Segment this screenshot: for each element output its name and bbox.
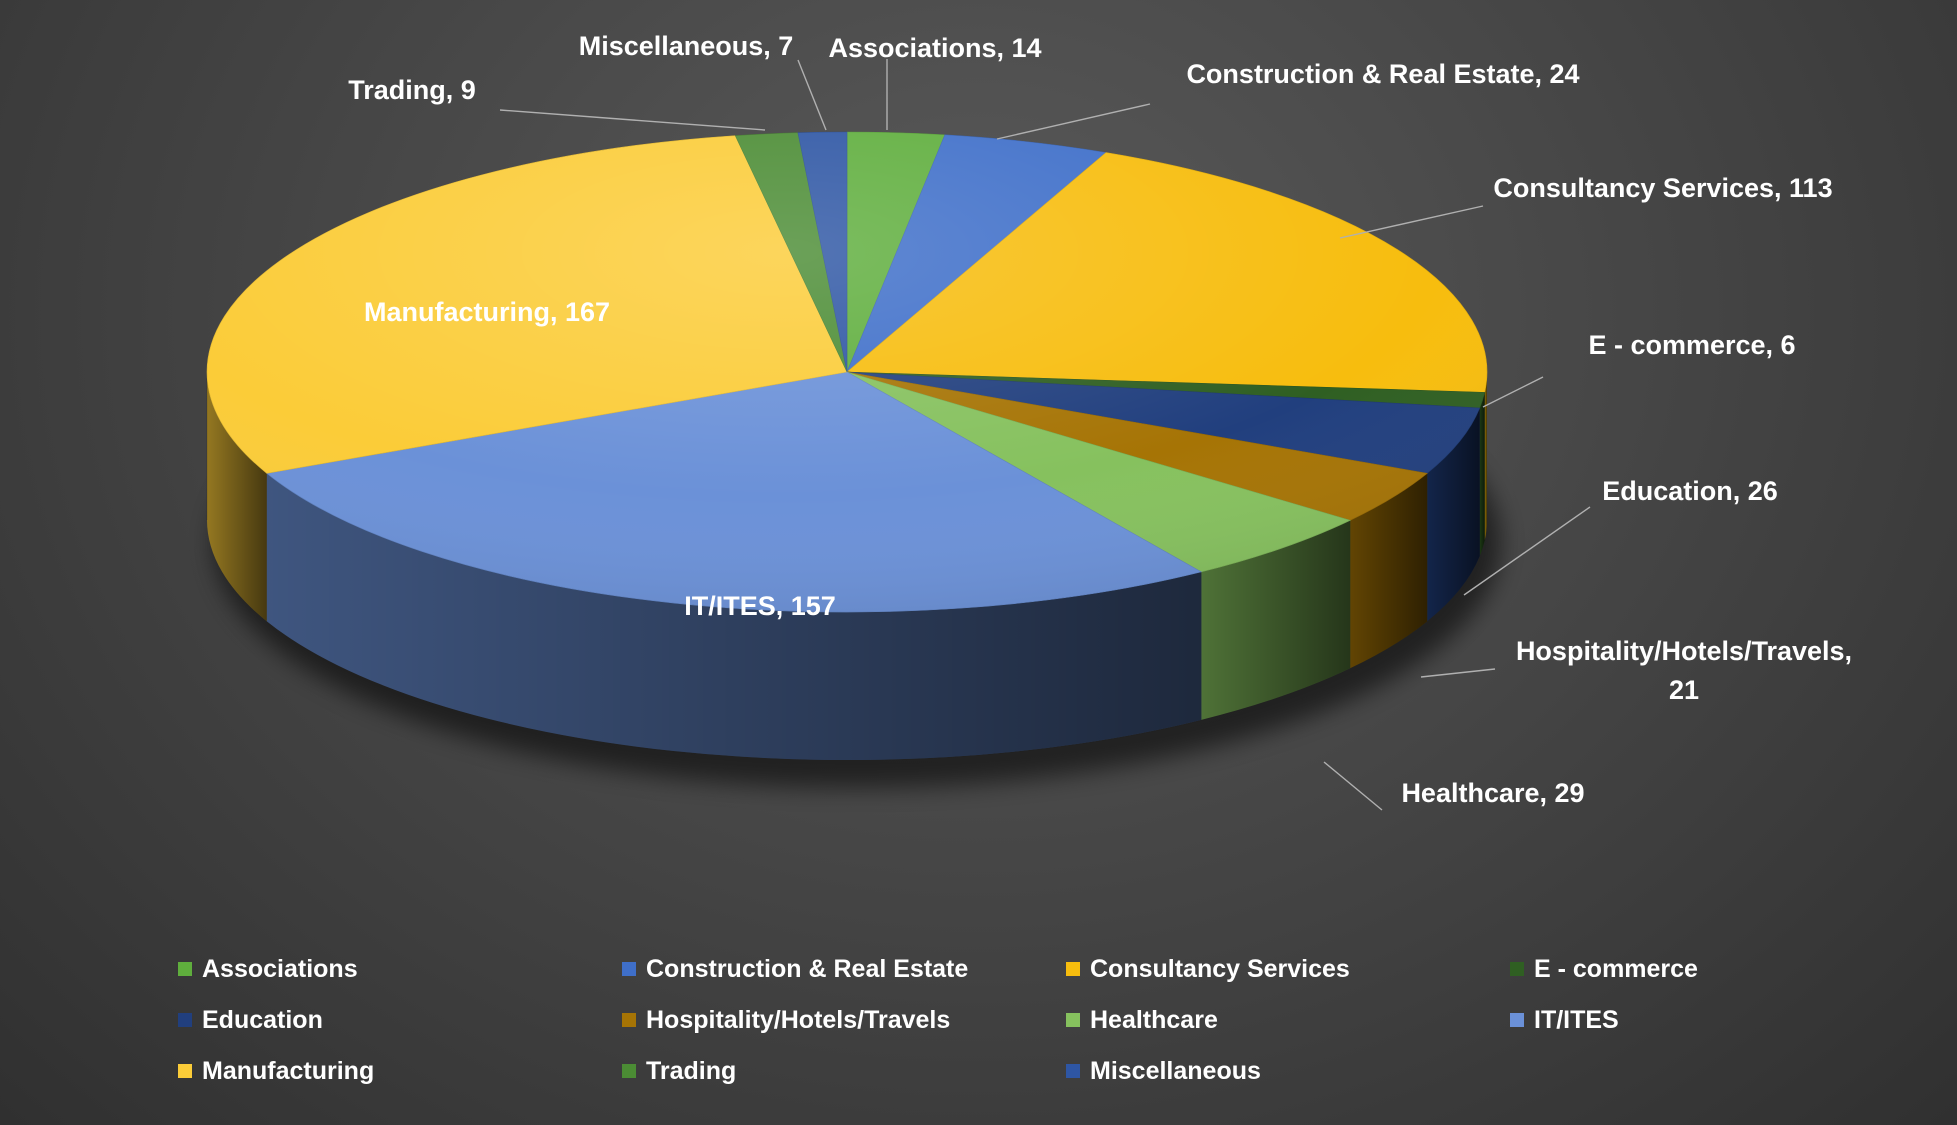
legend-label-trading: Trading: [646, 1056, 737, 1085]
legend-item-associations: Associations: [178, 955, 622, 983]
pie-side-shade-manufacturing: [207, 372, 267, 622]
legend-item-education: Education: [178, 1006, 622, 1034]
data-label-it-ites: IT/ITES, 157: [684, 591, 836, 621]
legend-swatch-e-commerce: [1510, 962, 1524, 976]
data-label-healthcare: Healthcare, 29: [1401, 778, 1584, 808]
legend-item-manufacturing: Manufacturing: [178, 1057, 622, 1085]
pie-side-shade-healthcare: [1201, 520, 1351, 720]
data-label-associations: Associations, 14: [828, 33, 1041, 63]
leader-line-trading: [499, 109, 766, 131]
legend-swatch-healthcare: [1066, 1013, 1080, 1027]
pie-top-sheen: [207, 132, 1487, 612]
legend-swatch-construction-real-estate: [622, 962, 636, 976]
data-label-hospitality-hotels-travels: Hospitality/Hotels/Travels, 21: [1516, 636, 1852, 705]
legend-item-e-commerce: E - commerce: [1510, 955, 1954, 983]
legend-swatch-it-ites: [1510, 1013, 1524, 1027]
pie-side-shade-consultancy-services: [1484, 372, 1487, 541]
legend-label-e-commerce: E - commerce: [1534, 954, 1698, 983]
data-label-consultancy-services: Consultancy Services, 113: [1493, 173, 1832, 203]
legend-swatch-education: [178, 1013, 192, 1027]
legend-label-manufacturing: Manufacturing: [202, 1056, 375, 1085]
legend-label-it-ites: IT/ITES: [1534, 1005, 1619, 1034]
legend-item-healthcare: Healthcare: [1066, 1006, 1510, 1034]
pie-side-shade-hospitality-hotels-travels: [1350, 473, 1428, 669]
data-label-e-commerce: E - commerce, 6: [1588, 330, 1795, 360]
legend-label-consultancy-services: Consultancy Services: [1090, 954, 1350, 983]
legend-item-construction-real-estate: Construction & Real Estate: [622, 955, 1066, 983]
legend-label-healthcare: Healthcare: [1090, 1005, 1218, 1034]
data-label-trading: Trading, 9: [348, 75, 476, 105]
pie-side-shade-e-commerce: [1479, 392, 1485, 557]
legend-label-associations: Associations: [202, 954, 358, 983]
legend-swatch-consultancy-services: [1066, 962, 1080, 976]
legend-item-it-ites: IT/ITES: [1510, 1006, 1954, 1034]
legend-item-consultancy-services: Consultancy Services: [1066, 955, 1510, 983]
leader-line-construction-real-estate: [996, 103, 1151, 140]
leader-line-e-commerce: [1482, 376, 1544, 408]
legend-label-education: Education: [202, 1005, 323, 1034]
data-label-manufacturing: Manufacturing, 167: [364, 297, 610, 327]
leader-line-hospitality-hotels-travels: [1420, 668, 1496, 678]
legend-swatch-associations: [178, 962, 192, 976]
legend-swatch-miscellaneous: [1066, 1064, 1080, 1078]
legend-item-miscellaneous: Miscellaneous: [1066, 1057, 1510, 1085]
legend-item-trading: Trading: [622, 1057, 1066, 1085]
data-label-construction-real-estate: Construction & Real Estate, 24: [1186, 59, 1579, 89]
leader-line-healthcare: [1323, 761, 1383, 811]
legend-label-construction-real-estate: Construction & Real Estate: [646, 954, 969, 983]
legend-label-miscellaneous: Miscellaneous: [1090, 1056, 1261, 1085]
leader-line-consultancy-services: [1339, 205, 1484, 239]
legend-item-hospitality-hotels-travels: Hospitality/Hotels/Travels: [622, 1006, 1066, 1034]
leader-line-miscellaneous: [797, 59, 827, 131]
legend-swatch-hospitality-hotels-travels: [622, 1013, 636, 1027]
pie-side-shade-education: [1427, 408, 1480, 622]
pie-side-shade-it-ites: [266, 473, 1202, 760]
legend-swatch-manufacturing: [178, 1064, 192, 1078]
data-label-education: Education, 26: [1602, 476, 1778, 506]
data-label-miscellaneous: Miscellaneous, 7: [579, 31, 794, 61]
leader-line-education: [1463, 506, 1591, 596]
legend-label-hospitality-hotels-travels: Hospitality/Hotels/Travels: [646, 1005, 951, 1034]
legend-swatch-trading: [622, 1064, 636, 1078]
legend: Associations Construction & Real Estate Co…: [178, 955, 1957, 1085]
